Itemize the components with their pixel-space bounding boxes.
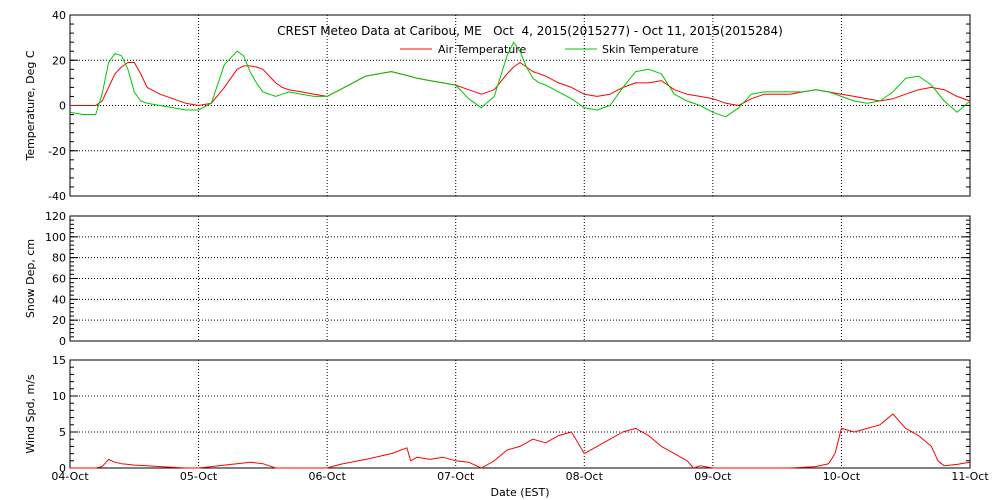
temperature-panel: -40 -20 0 20 40 Temperature, Deg C xyxy=(24,9,971,203)
y-axis-label: Wind Spd, m/s xyxy=(24,374,37,454)
series-line-air-temperature xyxy=(70,62,971,106)
date-axis: 04-Oct 05-Oct 06-Oct 07-Oct 08-Oct 09-Oct 10-O… xyxy=(51,470,989,483)
x-tick-label: 06-Oct xyxy=(308,470,346,483)
x-tick-label: 11-Oct xyxy=(951,470,989,483)
y-tick-label: 40 xyxy=(52,293,66,306)
y-tick-label: 60 xyxy=(52,273,66,286)
y-tick-label: -40 xyxy=(48,190,66,203)
wind-speed-panel: 0 5 10 15 Wind Spd, m/s xyxy=(24,354,971,475)
y-tick-label: 20 xyxy=(52,54,66,67)
x-tick-label: 08-Oct xyxy=(566,470,604,483)
y-axis-label: Snow Dep, cm xyxy=(24,239,37,318)
x-tick-label: 05-Oct xyxy=(180,470,218,483)
legend-label-air: Air Temperature xyxy=(438,43,527,56)
legend: Air Temperature Skin Temperature xyxy=(400,43,699,56)
x-tick-label: 07-Oct xyxy=(437,470,475,483)
x-axis-label: Date (EST) xyxy=(490,486,549,499)
y-axis-label: Temperature, Deg C xyxy=(24,50,37,161)
y-tick-label: 0 xyxy=(59,462,66,475)
y-tick-label: 0 xyxy=(59,100,66,113)
y-tick-label: 40 xyxy=(52,9,66,22)
y-tick-label: 20 xyxy=(52,314,66,327)
y-tick-label: -20 xyxy=(48,145,66,158)
y-tick-label: 15 xyxy=(52,354,66,367)
y-tick-label: 80 xyxy=(52,252,66,265)
y-tick-label: 0 xyxy=(59,335,66,348)
y-tick-label: 100 xyxy=(45,231,66,244)
x-tick-label: 04-Oct xyxy=(51,470,89,483)
y-tick-label: 10 xyxy=(52,390,66,403)
series-line-wind-speed xyxy=(70,413,971,469)
legend-label-skin: Skin Temperature xyxy=(602,43,699,56)
y-tick-label: 5 xyxy=(59,426,66,439)
plot-frame xyxy=(69,359,971,469)
x-tick-label: 10-Oct xyxy=(823,470,861,483)
chart-title: CREST Meteo Data at Caribou, ME Oct 4, 2… xyxy=(277,24,783,38)
y-tick-label: 120 xyxy=(45,210,66,223)
series-line-skin-temperature xyxy=(69,41,971,118)
snow-depth-panel: 0 20 40 60 80 100 120 Snow Dep, cm xyxy=(24,210,971,348)
x-tick-label: 09-Oct xyxy=(694,470,732,483)
